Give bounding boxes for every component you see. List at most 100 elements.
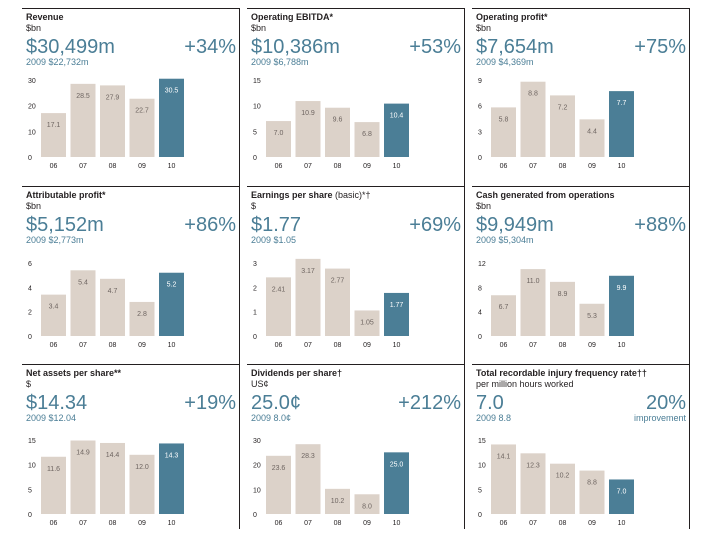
x-tick-label: 09 <box>363 520 371 527</box>
x-tick-label: 08 <box>109 163 117 170</box>
bar-value-label: 5.3 <box>587 313 597 320</box>
bar-value-label: 5.8 <box>499 116 509 123</box>
bar <box>129 454 155 514</box>
bar-value-label: 2.77 <box>331 278 345 285</box>
y-tick-label: 30 <box>28 78 36 85</box>
x-tick-label: 10 <box>393 342 401 349</box>
panel-title: Earnings per share (basic)*† <box>251 190 371 201</box>
y-tick-label: 2 <box>28 310 32 317</box>
bar-value-label: 3.17 <box>301 268 315 275</box>
x-tick-label: 10 <box>168 163 176 170</box>
y-tick-label: 10 <box>253 487 261 494</box>
bar <box>70 440 96 514</box>
bar-chart: 0 10 20 30 23.6 06 28.3 07 10.2 08 8.0 09 25.0 10 <box>253 438 409 527</box>
bar-value-label: 6.7 <box>499 304 509 311</box>
x-tick-label: 10 <box>618 342 626 349</box>
bar-value-label: 25.0 <box>390 461 404 468</box>
x-tick-label: 09 <box>363 342 371 349</box>
change-percent: +19% <box>184 392 236 414</box>
x-tick-label: 06 <box>500 520 508 527</box>
previous-year-value: 2009 $12.04 <box>26 413 77 423</box>
x-tick-label: 08 <box>334 163 342 170</box>
y-tick-label: 5 <box>28 487 32 494</box>
bar <box>295 258 321 336</box>
panel-unit: $ <box>26 379 32 389</box>
bar <box>550 95 575 157</box>
bar-value-label: 12.3 <box>526 462 540 469</box>
x-tick-label: 09 <box>138 163 146 170</box>
bar <box>354 494 380 514</box>
bar <box>491 107 516 157</box>
bar-value-label: 8.9 <box>558 291 568 298</box>
kpi-panel-cash-generated: Cash generated from operations $bn $9,94… <box>472 186 690 364</box>
bar-value-label: 2.8 <box>137 311 147 318</box>
y-tick-label: 4 <box>478 310 482 317</box>
bar <box>384 292 409 336</box>
y-tick-label: 0 <box>28 334 32 341</box>
headline-value: 7.0 <box>476 392 504 414</box>
bar <box>579 470 605 514</box>
bar-value-label: 1.05 <box>360 319 374 326</box>
x-tick-label: 07 <box>304 342 312 349</box>
bar-chart: 0 5 10 15 7.0 06 10.9 07 9.6 08 6.8 09 10.4 10 <box>253 78 409 170</box>
x-tick-label: 06 <box>275 342 283 349</box>
panel-unit: $ <box>251 201 257 211</box>
y-tick-label: 15 <box>253 78 261 85</box>
bar-value-label: 27.9 <box>106 94 120 101</box>
y-tick-label: 6 <box>478 104 482 111</box>
change-percent: +34% <box>184 36 236 58</box>
panel-title: Cash generated from operations <box>476 190 615 200</box>
y-tick-label: 20 <box>253 463 261 470</box>
bar-value-label: 14.1 <box>497 453 511 460</box>
bar <box>70 83 96 157</box>
bar <box>100 278 125 336</box>
x-tick-label: 08 <box>334 520 342 527</box>
panel-title: Total recordable injury frequency rate†† <box>476 368 647 378</box>
y-tick-label: 0 <box>478 334 482 341</box>
x-tick-label: 10 <box>168 342 176 349</box>
bar-chart: 0 4 8 12 6.7 06 11.0 07 8.9 08 5.3 09 9.9 10 <box>478 261 634 349</box>
y-tick-label: 2 <box>253 285 257 292</box>
bar <box>100 442 125 514</box>
change-note: improvement <box>633 413 686 423</box>
x-tick-label: 08 <box>559 163 567 170</box>
bar-value-label: 9.9 <box>617 285 627 292</box>
y-tick-label: 12 <box>478 261 486 268</box>
x-tick-label: 09 <box>138 342 146 349</box>
bar-value-label: 10.2 <box>556 473 570 480</box>
y-tick-label: 10 <box>253 104 261 111</box>
kpi-panel-operating-profit: Operating profit* $bn $7,654m +75% 2009 … <box>472 8 690 186</box>
bar-value-label: 7.0 <box>617 488 627 495</box>
previous-year-value: 2009 $5,304m <box>476 235 534 245</box>
bar-value-label: 23.6 <box>272 465 286 472</box>
panel-unit: $bn <box>26 23 42 33</box>
y-tick-label: 3 <box>253 261 257 268</box>
bar-chart: 0 2 4 6 3.4 06 5.4 07 4.7 08 2.8 09 5.2 10 <box>28 261 184 349</box>
bar-value-label: 6.8 <box>362 131 372 138</box>
panel-title: Operating EBITDA* <box>251 12 334 22</box>
headline-value: $14.34 <box>26 392 88 414</box>
bar <box>579 303 605 336</box>
bar <box>41 456 66 514</box>
x-tick-label: 09 <box>588 163 596 170</box>
y-tick-label: 3 <box>478 129 482 136</box>
bar-value-label: 30.5 <box>165 88 179 95</box>
bar <box>41 113 66 157</box>
bar <box>129 301 155 336</box>
bar <box>295 101 321 157</box>
y-tick-label: 0 <box>28 512 32 519</box>
bar <box>41 294 66 336</box>
y-tick-label: 5 <box>478 487 482 494</box>
x-tick-label: 10 <box>618 520 626 527</box>
headline-value: $1.77 <box>251 214 302 236</box>
x-tick-label: 06 <box>50 520 58 527</box>
x-tick-label: 07 <box>529 342 537 349</box>
x-tick-label: 07 <box>79 520 87 527</box>
bar <box>159 443 184 514</box>
bar <box>520 269 546 336</box>
panel-unit: US¢ <box>251 379 269 389</box>
y-tick-label: 0 <box>478 512 482 519</box>
panel-title: Attributable profit* <box>26 190 106 200</box>
x-tick-label: 09 <box>588 520 596 527</box>
bar <box>384 452 409 514</box>
